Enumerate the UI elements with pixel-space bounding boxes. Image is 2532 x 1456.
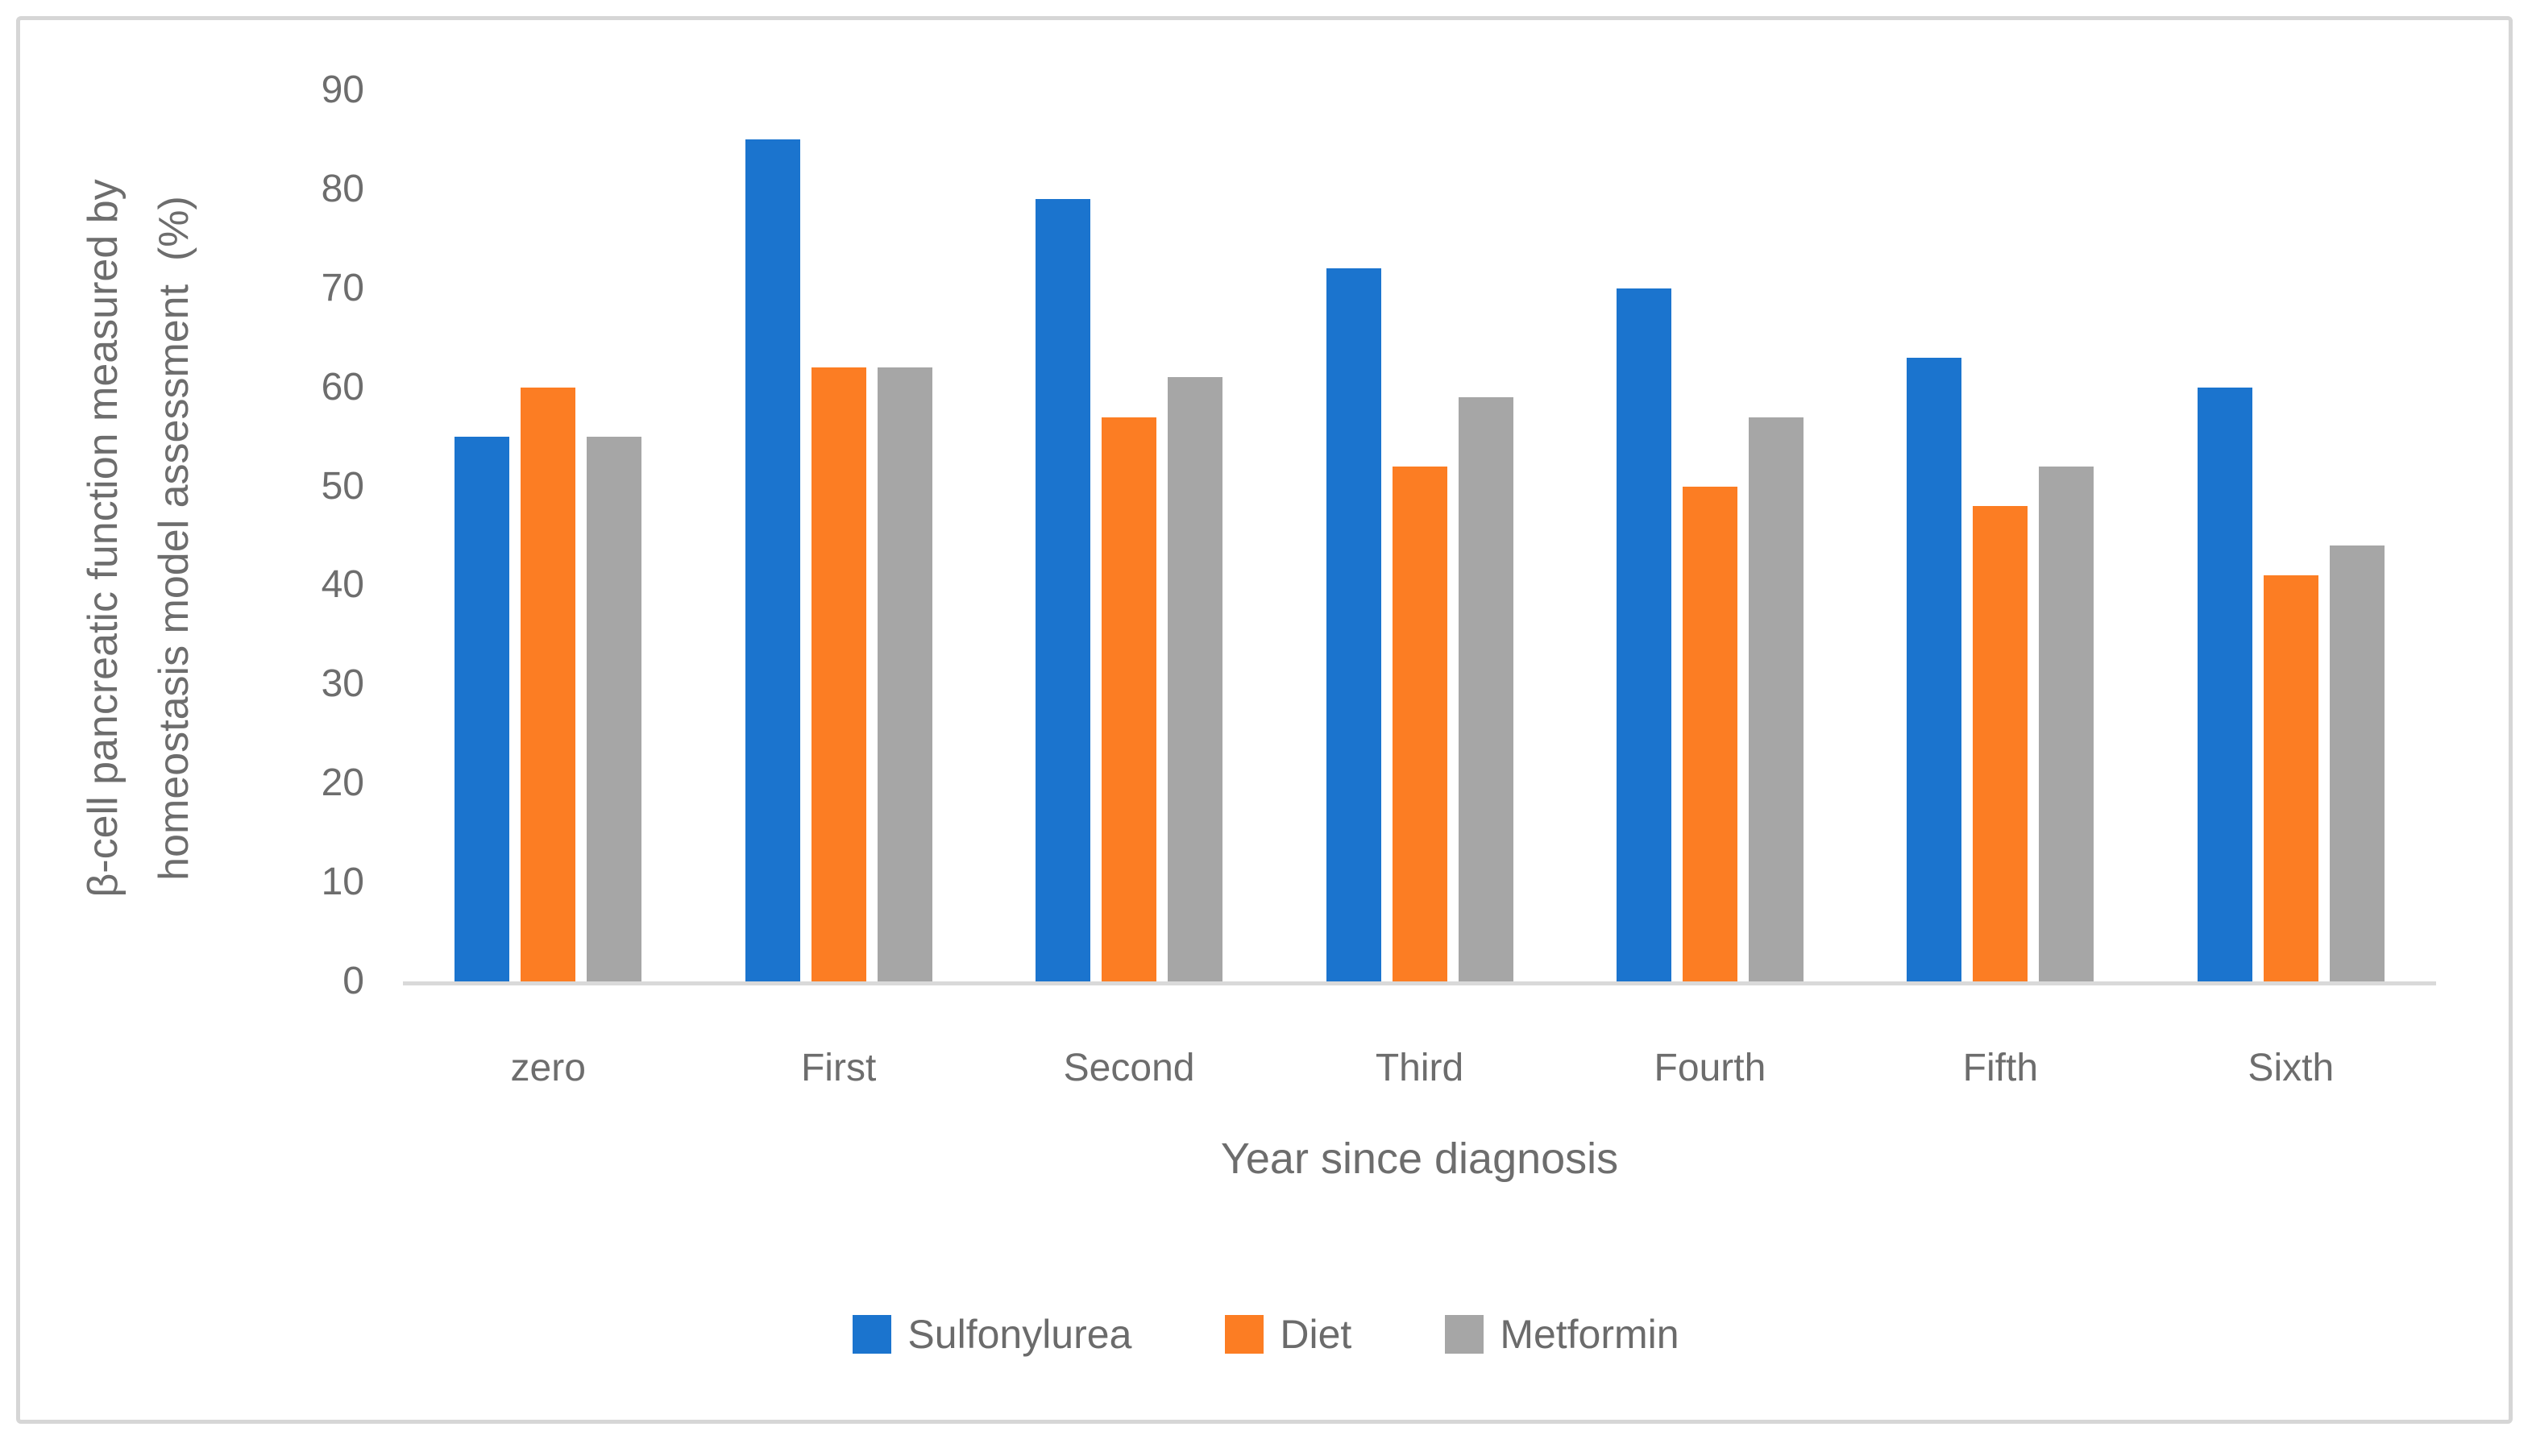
y-tick-20: 20 [321,761,364,805]
bar-metformin-zero [587,437,642,981]
bar-sulfonylurea-sixth [2197,387,2252,981]
y-tick-30: 30 [321,662,364,706]
y-axis-title: β-cell pancreatic function measured by h… [68,15,210,1062]
legend-label-diet: Diet [1280,1312,1352,1357]
y-axis-title-line-2: homeostasis model assessment (%) [151,196,197,881]
bar-sulfonylurea-third [1326,268,1381,981]
y-tick-10: 10 [321,861,364,904]
bar-sulfonylurea-fourth [1616,288,1671,981]
bar-diet-fifth [1973,506,2028,981]
y-tick-50: 50 [321,464,364,508]
legend-item-diet: Diet [1225,1312,1351,1357]
bar-sulfonylurea-first [745,139,800,981]
x-axis-line [403,981,2436,985]
bar-sulfonylurea-zero [455,437,510,981]
x-category-fifth: Fifth [1962,1047,2039,1089]
y-tick-0: 0 [342,960,364,1002]
legend-label-sulfonylurea: Sulfonylurea [907,1312,1132,1357]
y-tick-70: 70 [321,266,364,309]
x-category-zero: zero [510,1047,586,1089]
y-tick-90: 90 [321,68,364,111]
x-category-fourth: Fourth [1654,1047,1766,1089]
legend-item-metformin: Metformin [1445,1312,1679,1357]
chart-frame [16,16,2513,1424]
bar-diet-sixth [2263,575,2318,981]
bar-diet-third [1392,466,1447,981]
bar-diet-fourth [1682,486,1737,981]
legend-swatch-sulfonylurea [853,1315,892,1354]
bar-sulfonylurea-second [1036,199,1091,981]
bar-diet-first [811,367,866,981]
bar-sulfonylurea-fifth [1907,357,1962,981]
x-category-third: Third [1375,1047,1464,1089]
bar-diet-zero [521,387,576,981]
legend-swatch-metformin [1445,1315,1484,1354]
x-category-first: First [800,1047,877,1089]
x-category-second: Second [1063,1047,1195,1089]
x-axis-title: Year since diagnosis [1220,1135,1619,1183]
bar-metformin-first [877,367,932,981]
x-category-sixth: Sixth [2248,1047,2335,1089]
legend: Sulfonylurea Diet Metformin [0,1312,2532,1357]
legend-item-sulfonylurea: Sulfonylurea [853,1312,1131,1357]
legend-swatch-diet [1225,1315,1264,1354]
y-tick-80: 80 [321,167,364,210]
bar-metformin-sixth [2329,545,2385,981]
bar-metformin-third [1458,396,1513,981]
bar-diet-second [1102,417,1157,981]
legend-label-metformin: Metformin [1500,1312,1679,1357]
y-tick-40: 40 [321,563,364,607]
bar-metformin-second [1168,377,1223,981]
bar-metformin-fourth [1748,417,1804,981]
bar-metformin-fifth [2039,466,2094,981]
y-axis-title-line-1: β-cell pancreatic function measured by [80,179,127,898]
y-tick-60: 60 [321,365,364,409]
